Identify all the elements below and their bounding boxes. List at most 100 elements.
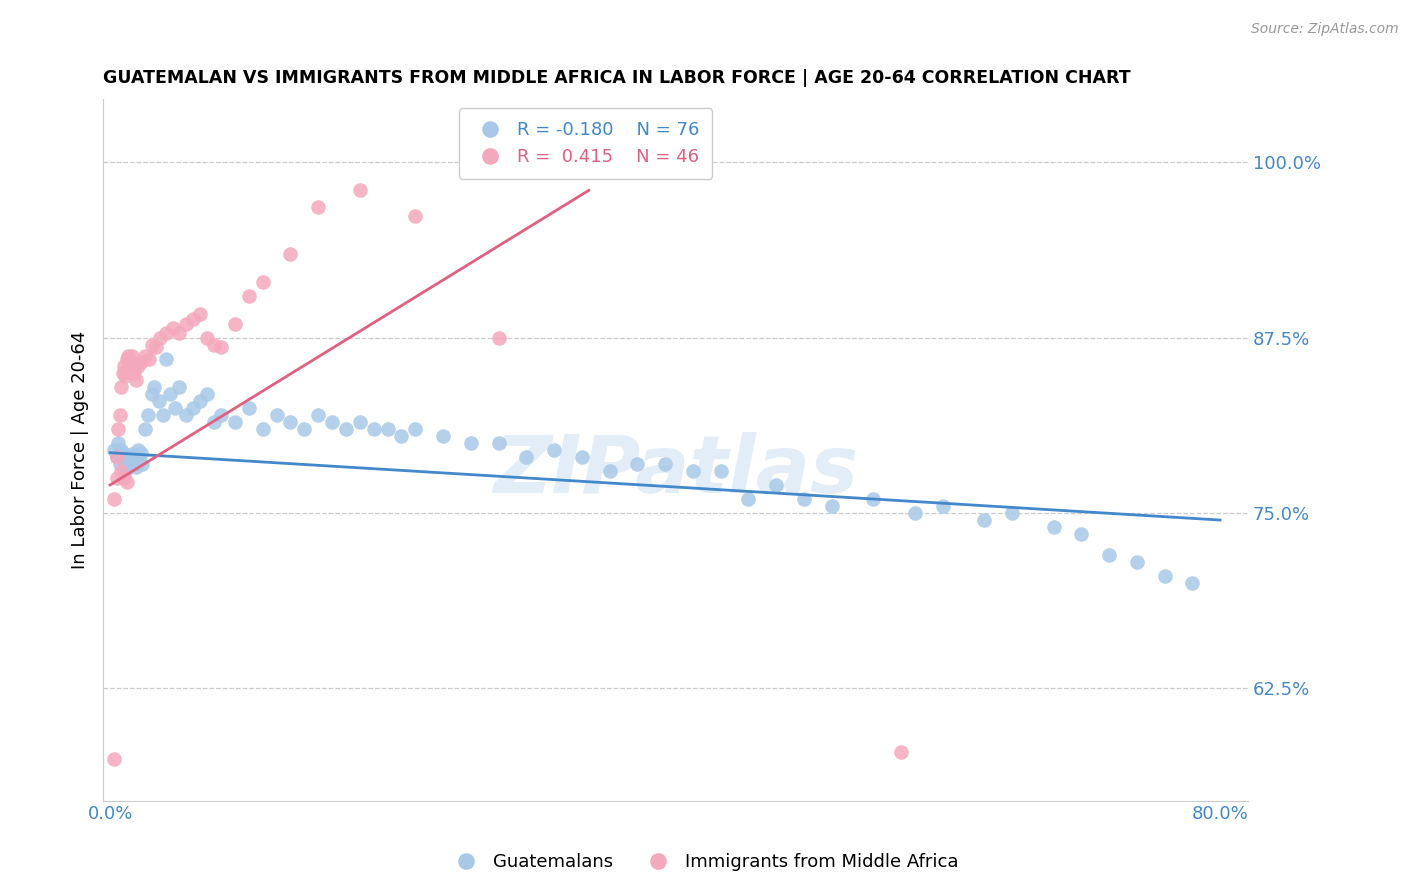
Point (114, 368, 136, 383)
Point (710, 464, 733, 478)
Point (134, 349, 156, 363)
Point (682, 464, 704, 478)
Point (134, 422, 156, 436)
Point (238, 288, 260, 302)
Point (626, 457, 648, 471)
Point (111, 366, 134, 380)
Point (103, 751, 125, 765)
Point (188, 307, 211, 321)
Point (202, 337, 225, 351)
Point (349, 183, 371, 197)
Point (1042, 520, 1064, 534)
Text: GUATEMALAN VS IMMIGRANTS FROM MIDDLE AFRICA IN LABOR FORCE | AGE 20-64 CORRELATI: GUATEMALAN VS IMMIGRANTS FROM MIDDLE AFR… (103, 69, 1130, 87)
Point (117, 349, 139, 363)
Point (349, 415, 371, 429)
Point (110, 464, 132, 478)
Point (1126, 555, 1149, 569)
Point (307, 200, 329, 214)
Point (115, 459, 138, 474)
Point (195, 331, 218, 345)
Point (793, 491, 815, 506)
Point (654, 457, 676, 471)
Point (515, 450, 537, 464)
Point (120, 452, 142, 467)
Point (105, 471, 128, 485)
Point (195, 386, 218, 401)
Point (112, 471, 135, 485)
Point (124, 359, 146, 373)
Y-axis label: In Labor Force | Age 20-64: In Labor Force | Age 20-64 (72, 331, 89, 569)
Point (890, 745, 912, 759)
Point (432, 429, 454, 443)
Point (129, 354, 152, 368)
Point (117, 457, 139, 471)
Point (145, 341, 167, 355)
Point (136, 408, 159, 422)
Text: Source: ZipAtlas.com: Source: ZipAtlas.com (1251, 22, 1399, 37)
Point (112, 447, 135, 461)
Point (120, 354, 142, 368)
Point (143, 380, 166, 394)
Point (110, 380, 132, 394)
Legend: Guatemalans, Immigrants from Middle Africa: Guatemalans, Immigrants from Middle Afri… (440, 847, 966, 879)
Point (1001, 506, 1024, 520)
Point (238, 401, 260, 415)
Point (176, 317, 198, 331)
Point (252, 275, 274, 289)
Point (141, 386, 163, 401)
Point (125, 459, 148, 474)
Point (1181, 576, 1204, 591)
Point (122, 366, 145, 380)
Point (118, 450, 141, 464)
Point (765, 478, 787, 492)
Point (973, 513, 995, 527)
Point (224, 415, 246, 429)
Point (321, 415, 343, 429)
Point (904, 506, 927, 520)
Point (122, 457, 145, 471)
Point (571, 450, 593, 464)
Point (169, 380, 191, 394)
Point (162, 321, 184, 335)
Point (103, 442, 125, 457)
Point (181, 312, 204, 326)
Point (129, 446, 152, 460)
Point (112, 359, 135, 373)
Point (165, 401, 187, 415)
Point (280, 246, 302, 260)
Point (108, 457, 131, 471)
Point (128, 452, 150, 467)
Point (209, 408, 232, 422)
Point (391, 429, 413, 443)
Point (114, 464, 136, 478)
Point (252, 422, 274, 436)
Point (209, 341, 232, 355)
Point (202, 415, 225, 429)
Point (176, 408, 198, 422)
Point (280, 415, 302, 429)
Point (125, 373, 148, 387)
Point (127, 359, 149, 373)
Point (266, 408, 288, 422)
Point (155, 326, 177, 341)
Point (115, 351, 138, 366)
Point (110, 442, 132, 457)
Point (115, 475, 138, 490)
Point (307, 408, 329, 422)
Point (131, 457, 153, 471)
Point (159, 386, 181, 401)
Point (155, 351, 177, 366)
Point (1098, 548, 1121, 562)
Point (121, 447, 143, 461)
Text: ZIPatlas: ZIPatlas (494, 432, 858, 510)
Point (737, 491, 759, 506)
Point (404, 422, 426, 436)
Point (127, 442, 149, 457)
Point (141, 337, 163, 351)
Point (1153, 569, 1175, 583)
Point (103, 491, 125, 506)
Point (820, 499, 842, 513)
Point (335, 422, 357, 436)
Legend: R = -0.180    N = 76, R =  0.415    N = 46: R = -0.180 N = 76, R = 0.415 N = 46 (460, 108, 713, 178)
Point (118, 359, 141, 373)
